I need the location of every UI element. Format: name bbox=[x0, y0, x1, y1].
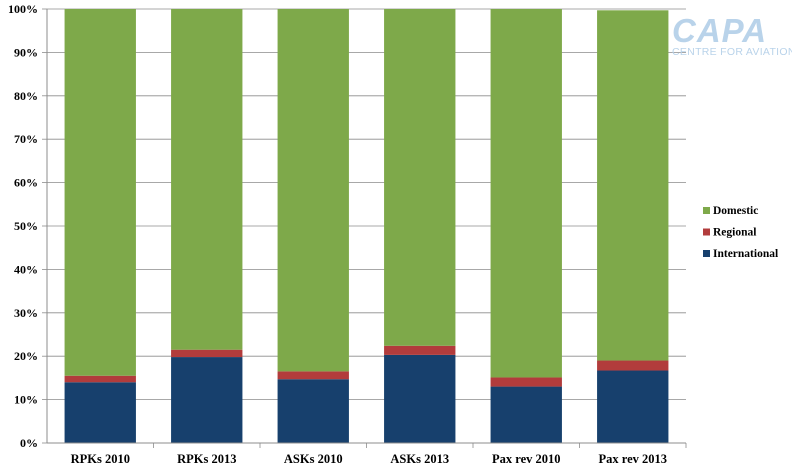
y-tick-label: 90% bbox=[14, 45, 38, 59]
y-tick-label: 60% bbox=[14, 176, 38, 190]
x-category-label: RPKs 2013 bbox=[177, 452, 236, 466]
bar-segment-international bbox=[597, 370, 669, 443]
y-tick-label: 0% bbox=[20, 436, 38, 450]
y-tick-label: 20% bbox=[14, 349, 38, 363]
x-category-label: Pax rev 2010 bbox=[492, 452, 561, 466]
y-axis-tick-labels: 0% 10% 20% 30% 40% 50% 60% 70% 80% 90% 100% bbox=[8, 2, 38, 450]
bar-segment-regional bbox=[384, 345, 456, 355]
y-tick-label: 80% bbox=[14, 89, 38, 103]
x-category-label: ASKs 2013 bbox=[390, 452, 449, 466]
legend-label: International bbox=[713, 248, 778, 260]
bar-segment-domestic bbox=[384, 9, 456, 346]
gridlines bbox=[42, 8, 686, 444]
bar-segment-international bbox=[277, 379, 349, 443]
logo-sub-text: CENTRE FOR AVIATION bbox=[672, 46, 792, 58]
bar-segment-regional bbox=[597, 360, 669, 371]
axes bbox=[46, 9, 687, 448]
bar-segment-regional bbox=[277, 371, 349, 380]
bar-segment-regional bbox=[490, 377, 562, 387]
legend-label: Regional bbox=[713, 227, 756, 239]
bar-segment-international bbox=[64, 382, 136, 443]
y-tick-label: 100% bbox=[8, 2, 38, 16]
bars bbox=[64, 9, 669, 443]
y-tick-label: 50% bbox=[14, 219, 38, 233]
bar-segment-international bbox=[384, 354, 456, 443]
bar-segment-domestic bbox=[490, 9, 562, 378]
y-tick-label: 30% bbox=[14, 306, 38, 320]
legend-swatch bbox=[703, 250, 710, 257]
x-category-label: Pax rev 2013 bbox=[598, 452, 667, 466]
legend-swatch bbox=[703, 207, 710, 214]
y-tick-label: 70% bbox=[14, 132, 38, 146]
bar-segment-domestic bbox=[597, 10, 669, 361]
y-tick-label: 10% bbox=[14, 393, 38, 407]
y-tick-label: 40% bbox=[14, 262, 38, 276]
logo-main-text: CAPA bbox=[672, 12, 767, 49]
x-category-label: RPKs 2010 bbox=[71, 452, 130, 466]
bar-segment-domestic bbox=[64, 9, 136, 376]
capa-logo: CAPA CENTRE FOR AVIATION bbox=[672, 12, 792, 58]
bar-segment-international bbox=[490, 386, 562, 443]
x-category-label: ASKs 2010 bbox=[284, 452, 343, 466]
legend-label: Domestic bbox=[713, 205, 758, 217]
bar-segment-international bbox=[171, 357, 243, 443]
bar-segment-domestic bbox=[277, 9, 349, 372]
legend-swatch bbox=[703, 228, 710, 236]
bar-segment-domestic bbox=[171, 9, 243, 350]
bar-segment-regional bbox=[171, 349, 243, 358]
bar-segment-regional bbox=[64, 375, 136, 383]
x-axis-category-labels: RPKs 2010 RPKs 2013 ASKs 2010 ASKs 2013 Pax … bbox=[71, 452, 667, 466]
legend: Domestic Regional International bbox=[703, 205, 778, 260]
